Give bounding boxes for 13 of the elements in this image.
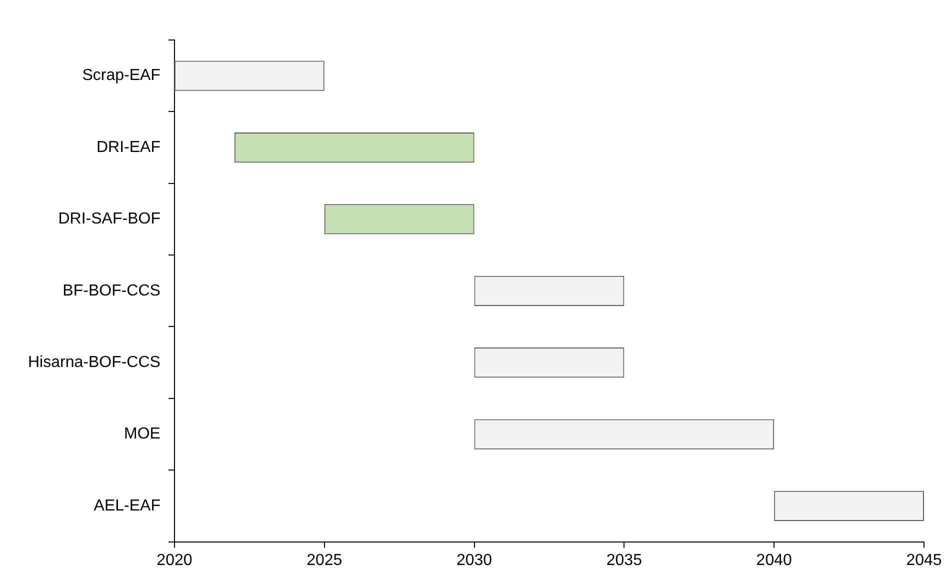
x-tick-label: 2035 (606, 552, 642, 569)
y-tick-label: AEL-EAF (94, 497, 161, 514)
y-tick-label: DRI-EAF (96, 138, 161, 156)
y-tick-label: BF-BOF-CCS (62, 282, 160, 300)
x-tick-label: 2030 (456, 552, 492, 569)
x-tick-label: 2020 (156, 552, 192, 569)
x-tick-label: 2025 (306, 552, 342, 569)
y-tick-label: Scrap-EAF (82, 67, 161, 84)
x-tick-label: 2040 (756, 552, 792, 569)
x-tick-label: 2045 (906, 552, 942, 569)
y-tick-label: Hisarna-BOF-CCS (28, 354, 160, 371)
y-tick-label: DRI-SAF-BOF (58, 210, 161, 228)
y-tick-label: MOE (124, 426, 160, 443)
